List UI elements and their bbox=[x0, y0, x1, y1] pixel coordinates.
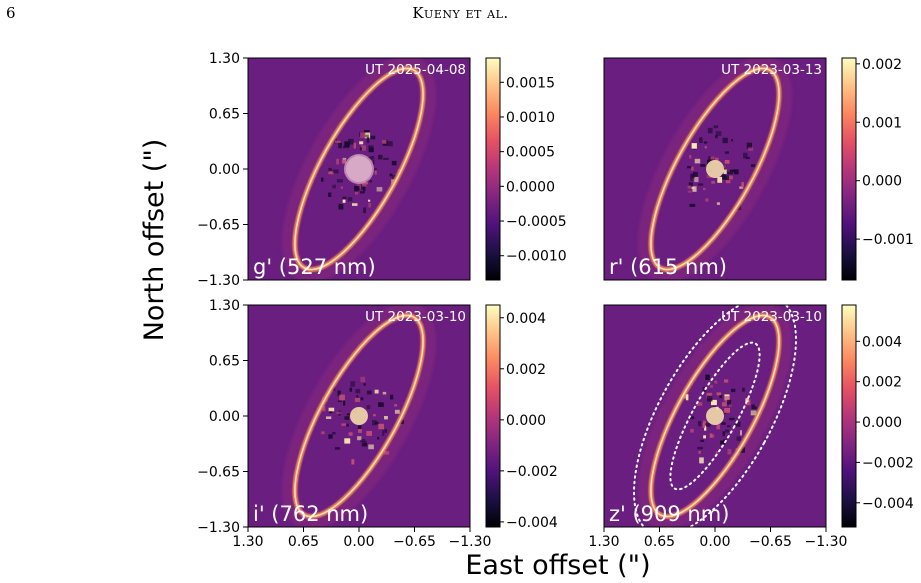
filter-label-zprime: z' (909 nm) bbox=[609, 502, 729, 526]
y-tick-label: 0.65 bbox=[209, 107, 240, 123]
y-tick-label: −1.30 bbox=[197, 273, 240, 289]
colorbar-tick-label: −0.0010 bbox=[506, 249, 567, 265]
date-label-zprime: UT 2023-03-10 bbox=[721, 309, 822, 325]
date-label-iprime: UT 2023-03-10 bbox=[365, 309, 466, 325]
colorbar-tick-label: 0.002 bbox=[506, 362, 546, 378]
x-tick-label: −1.30 bbox=[449, 534, 492, 550]
y-tick-label: −1.30 bbox=[197, 520, 240, 536]
x-tick-label: 0.00 bbox=[699, 534, 730, 550]
colorbar-tick-label: 0.0010 bbox=[506, 110, 555, 126]
y-tick-label: 0.00 bbox=[209, 162, 240, 178]
x-tick-label: −0.65 bbox=[749, 534, 792, 550]
date-label-rprime: UT 2023-03-13 bbox=[721, 62, 822, 78]
colorbar-tick-label: 0.0005 bbox=[506, 145, 555, 161]
panel-rprime: r' (615 nm) UT 2023-03-13 0.002 0.001 0.000 −… bbox=[603, 57, 914, 281]
x-tick-label: 0.65 bbox=[644, 534, 675, 550]
colorbar-rprime bbox=[841, 57, 857, 281]
colorbar-tick-label: −0.004 bbox=[862, 496, 914, 512]
outer-ellipse-overlay bbox=[633, 305, 797, 527]
filter-label-iprime: i' (762 nm) bbox=[253, 502, 368, 526]
colorbar-tick-label: 0.001 bbox=[862, 115, 902, 131]
colorbar-tick-label: 0.000 bbox=[862, 415, 902, 431]
panel-iprime: i' (762 nm) UT 2023-03-10 1.30 1.30 0.65 0.65… bbox=[197, 298, 558, 550]
y-axis-label: North offset (") bbox=[139, 139, 170, 342]
y-tick-label: 1.30 bbox=[209, 298, 240, 314]
running-head: Kueny et al. bbox=[0, 4, 921, 22]
colorbar-zprime bbox=[841, 304, 857, 528]
colorbar-tick-label: −0.001 bbox=[862, 232, 914, 248]
x-tick-label: 0.00 bbox=[343, 534, 374, 550]
panels-layer: g' (527 nm) UT 2025-04-08 1.30 0.65 0.00 −0.6… bbox=[197, 51, 914, 550]
y-tick-label: 0.65 bbox=[209, 354, 240, 370]
colorbar-tick-label: 0.002 bbox=[862, 57, 902, 73]
filter-label-rprime: r' (615 nm) bbox=[609, 255, 727, 279]
colorbar-tick-label: 0.000 bbox=[862, 174, 902, 190]
panel-gprime: g' (527 nm) UT 2025-04-08 1.30 0.65 0.00 −0.6… bbox=[197, 51, 567, 289]
colorbar-iprime bbox=[485, 304, 501, 528]
x-tick-label: 1.30 bbox=[232, 534, 263, 550]
page-number: 6 bbox=[6, 4, 16, 22]
x-tick-label: −0.65 bbox=[393, 534, 436, 550]
y-tick-label: 1.30 bbox=[209, 51, 240, 67]
x-axis-label: East offset (") bbox=[465, 550, 650, 581]
panel-zprime: z' (909 nm) UT 2023-03-10 1.30 0.65 0.00 −0.6… bbox=[588, 304, 914, 550]
colorbar-tick-label: −0.004 bbox=[506, 515, 558, 531]
colorbar-tick-label: 0.002 bbox=[862, 375, 902, 391]
colorbar-tick-label: −0.002 bbox=[506, 464, 558, 480]
y-tick-label: −0.65 bbox=[197, 465, 240, 481]
x-tick-label: 0.65 bbox=[288, 534, 319, 550]
running-head-text: Kueny et al. bbox=[412, 4, 509, 22]
colorbar-tick-label: −0.002 bbox=[862, 455, 914, 471]
colorbar-tick-label: −0.0005 bbox=[506, 214, 567, 230]
y-tick-label: 0.00 bbox=[209, 409, 240, 425]
colorbar-tick-label: 0.004 bbox=[506, 311, 546, 327]
x-tick-label: 1.30 bbox=[588, 534, 619, 550]
colorbar-tick-label: 0.004 bbox=[862, 334, 902, 350]
y-tick-label: −0.65 bbox=[197, 218, 240, 234]
x-tick-label: −1.30 bbox=[805, 534, 848, 550]
colorbar-tick-label: 0.0015 bbox=[506, 75, 555, 91]
colorbar-tick-label: 0.000 bbox=[506, 413, 546, 429]
date-label-gprime: UT 2025-04-08 bbox=[365, 62, 466, 78]
colorbar-tick-label: 0.0000 bbox=[506, 179, 555, 195]
colorbar-gprime bbox=[485, 57, 501, 281]
filter-label-gprime: g' (527 nm) bbox=[253, 255, 376, 279]
inner-ellipse-overlay bbox=[669, 341, 761, 491]
